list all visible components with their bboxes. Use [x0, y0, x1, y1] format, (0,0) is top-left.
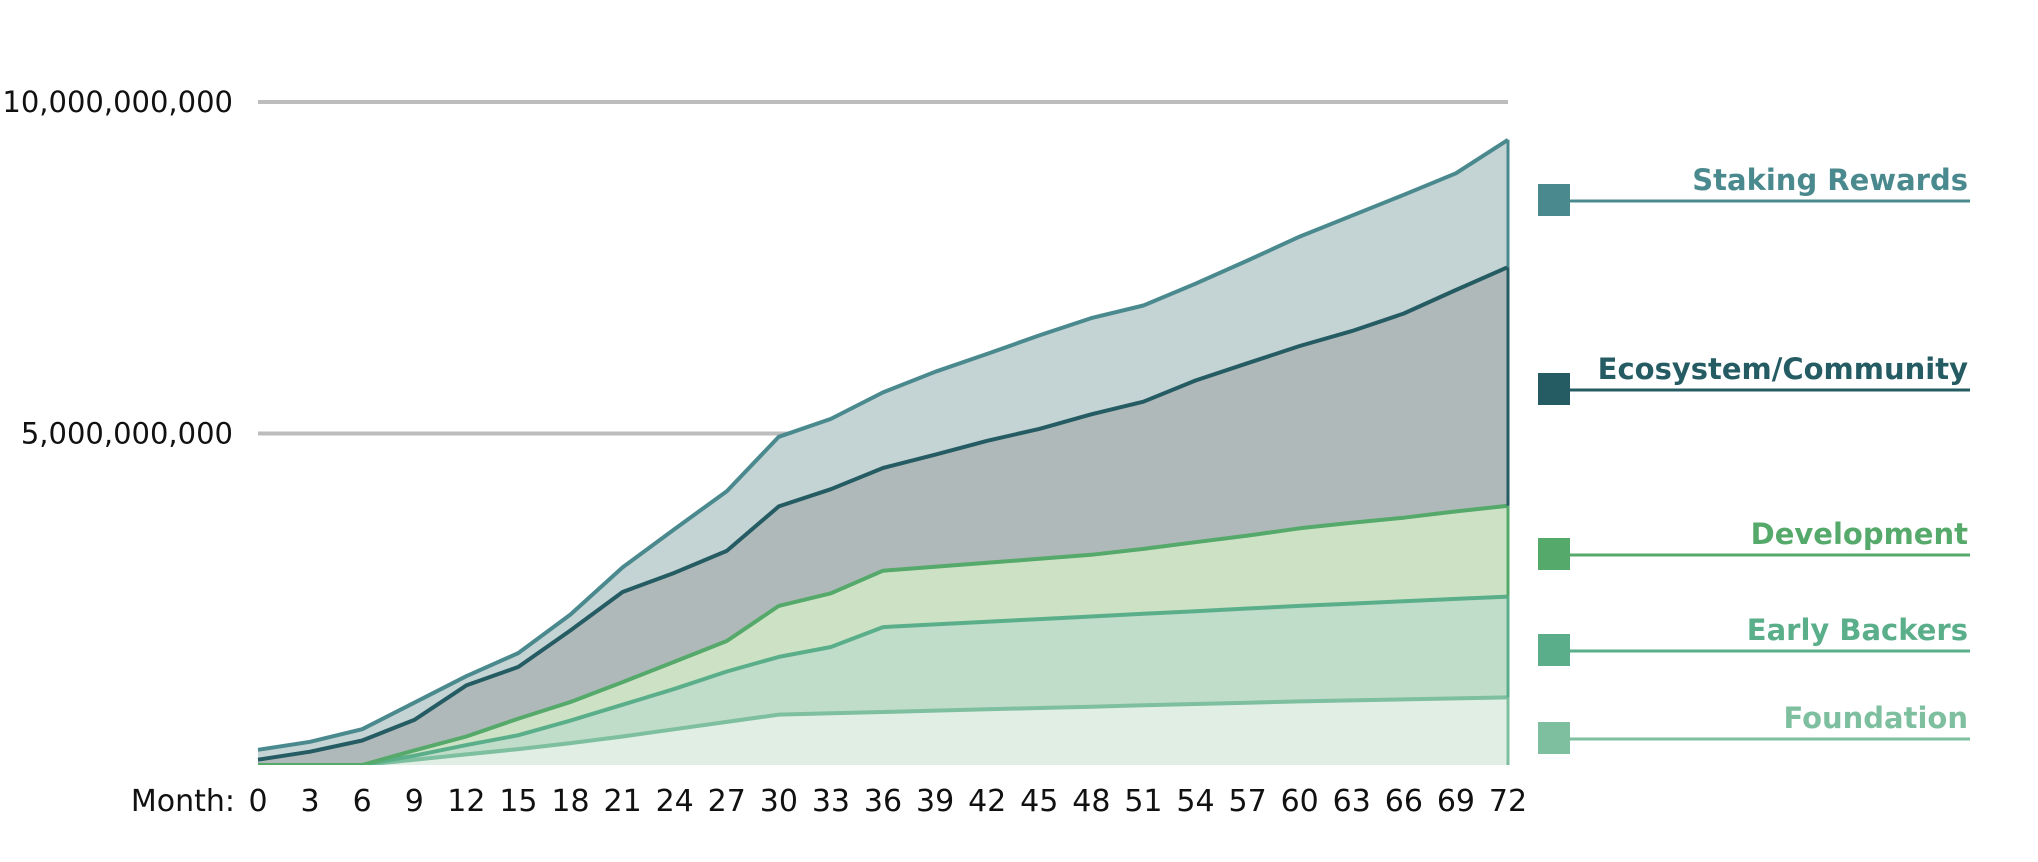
- legend-label: Foundation: [1783, 701, 1968, 735]
- area-staking-rewards: [258, 139, 1508, 760]
- line-foundation: [258, 695, 1509, 767]
- area-early-backers: [258, 596, 1508, 765]
- legend-swatch: [1538, 184, 1570, 216]
- legend-label: Staking Rewards: [1692, 163, 1968, 197]
- x-tick-label: 3: [301, 784, 320, 819]
- x-tick-label: 9: [405, 784, 424, 819]
- x-tick-label: 0: [248, 784, 267, 819]
- x-tick-label: 42: [968, 784, 1006, 819]
- legend-swatch: [1538, 538, 1570, 570]
- x-tick-label: 45: [1020, 784, 1058, 819]
- legend-item-staking-rewards: Staking Rewards: [1538, 163, 1970, 216]
- y-tick-label: 10,000,000,000: [2, 85, 233, 119]
- area-foundation: [258, 697, 1508, 765]
- legend-label: Development: [1751, 517, 1968, 551]
- line-staking-rewards: [257, 138, 1510, 752]
- legend-swatch: [1538, 722, 1570, 754]
- x-tick-label: 33: [812, 784, 850, 819]
- line-ecosystem-community: [257, 265, 1509, 762]
- x-tick-label: 21: [603, 784, 641, 819]
- x-tick-label: 69: [1437, 784, 1475, 819]
- series-lines: [248, 138, 1510, 767]
- legend-label: Ecosystem/Community: [1598, 352, 1968, 386]
- x-tick-label: 27: [708, 784, 746, 819]
- legend-swatch: [1538, 634, 1570, 666]
- x-tick-label: 30: [760, 784, 798, 819]
- legend-swatch: [1538, 373, 1570, 405]
- legend-item-early-backers: Early Backers: [1538, 613, 1970, 666]
- stacked-areas: [258, 139, 1508, 765]
- x-axis: Month: 0 3 6 9 12 15 18 21 24 27 30 33 36 39 42 45 48 51 5…: [131, 784, 1527, 819]
- x-tick-label: 39: [916, 784, 954, 819]
- x-tick-label: 24: [656, 784, 694, 819]
- x-tick-label: 54: [1176, 784, 1214, 819]
- legend-item-ecosystem-community: Ecosystem/Community: [1538, 352, 1970, 405]
- legend: Staking Rewards Ecosystem/Community Develo…: [1538, 163, 1970, 754]
- x-tick-label: 63: [1333, 784, 1371, 819]
- x-tick-label: 57: [1228, 784, 1266, 819]
- line-early-backers: [258, 594, 1509, 767]
- x-tick-label: 15: [499, 784, 537, 819]
- x-tick-label: 6: [353, 784, 372, 819]
- area-ecosystem-community: [258, 267, 1508, 765]
- x-tick-label: 12: [447, 784, 485, 819]
- x-tick-label: 60: [1281, 784, 1319, 819]
- x-axis-prefix-label: Month:: [131, 784, 235, 819]
- x-tick-label: 48: [1072, 784, 1110, 819]
- line-development: [258, 503, 1509, 767]
- legend-label: Early Backers: [1747, 613, 1968, 647]
- x-tick-label: 72: [1489, 784, 1527, 819]
- x-tick-label: 36: [864, 784, 902, 819]
- y-axis: 5,000,000,000 10,000,000,000: [2, 85, 233, 451]
- x-tick-label: 51: [1124, 784, 1162, 819]
- legend-item-foundation: Foundation: [1538, 701, 1970, 754]
- area-development: [258, 505, 1508, 765]
- x-tick-label: 66: [1385, 784, 1423, 819]
- y-tick-label: 5,000,000,000: [21, 417, 233, 451]
- legend-item-development: Development: [1538, 517, 1970, 570]
- x-tick-label: 18: [551, 784, 589, 819]
